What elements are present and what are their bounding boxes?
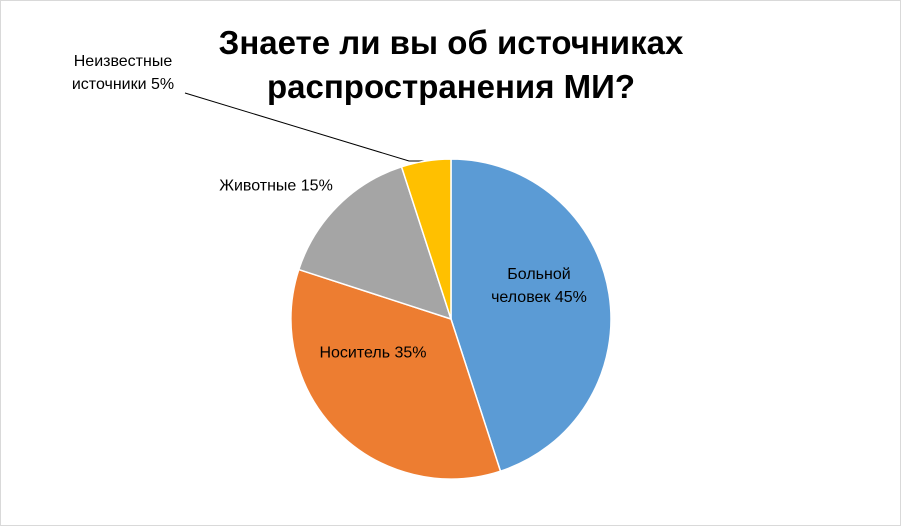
- value-label: 35%: [394, 344, 427, 362]
- category-label: Животные: [219, 177, 297, 195]
- data-label: Неизвестные источники 5%: [58, 50, 188, 96]
- pie-slice: [297, 165, 453, 321]
- pie-slice: [400, 158, 452, 320]
- pie-slice: [450, 158, 612, 473]
- value-label: 15%: [300, 177, 333, 195]
- data-label: Животные 15%: [219, 175, 333, 198]
- data-label: Больной человек 45%: [479, 263, 599, 309]
- category-label: Неизвестные источники: [71, 53, 173, 93]
- value-label: 5%: [151, 76, 175, 93]
- chart-title: Знаете ли вы об источниках распространен…: [218, 24, 684, 105]
- category-label: Носитель: [319, 344, 391, 362]
- pie-slice: [290, 268, 502, 480]
- category-label: Больной человек: [491, 266, 571, 306]
- value-label: 45%: [554, 289, 587, 306]
- data-label: Носитель 35%: [319, 342, 426, 365]
